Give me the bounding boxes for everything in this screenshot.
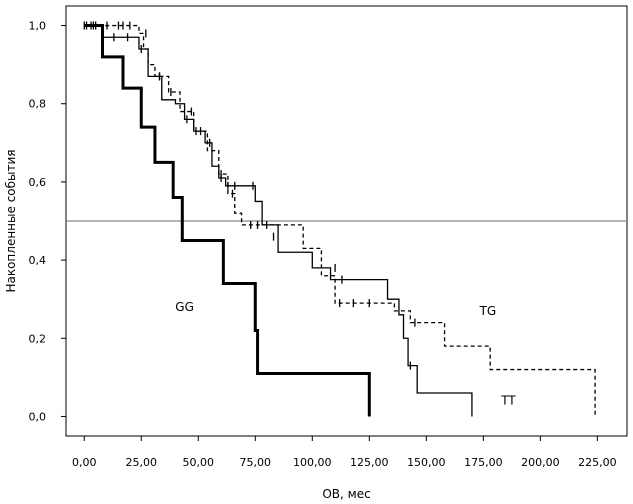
- y-tick-label: 0,0: [29, 410, 47, 423]
- x-tick-label: 175,00: [464, 456, 503, 469]
- y-axis-title: Накопленные события: [4, 149, 18, 292]
- x-tick-label: 225,00: [578, 456, 617, 469]
- x-tick-label: 75,00: [240, 456, 272, 469]
- series-layer: [84, 24, 596, 417]
- x-axis: 0,00 25,00 50,00 75,00 100,00 125,00 150,00 175…: [72, 436, 617, 469]
- y-tick-label: 0,2: [29, 332, 47, 345]
- y-axis: 0,0 0,2 0,4 0,6 0,8 1,0: [29, 20, 66, 423]
- x-tick-label: 25,00: [126, 456, 158, 469]
- x-tick-label: 150,00: [407, 456, 446, 469]
- y-tick-label: 0,6: [29, 176, 47, 189]
- x-tick-label: 100,00: [293, 456, 332, 469]
- series-line-tg: [84, 24, 596, 417]
- x-tick-label: 50,00: [183, 456, 215, 469]
- x-tick-label: 200,00: [521, 456, 560, 469]
- series-line-tt: [84, 24, 473, 417]
- y-tick-label: 0,4: [29, 254, 47, 267]
- series-annotations: GG TG TT: [175, 300, 516, 408]
- series-label-tt: TT: [500, 394, 516, 408]
- y-tick-label: 1,0: [29, 20, 47, 33]
- x-axis-title: ОВ, мес: [322, 487, 370, 501]
- censor-marks-layer: [83, 21, 416, 370]
- x-tick-label: 125,00: [350, 456, 389, 469]
- series-label-gg: GG: [175, 300, 194, 314]
- series-line-gg: [84, 24, 371, 417]
- y-tick-label: 0,8: [29, 98, 47, 111]
- x-tick-label: 0,00: [72, 456, 97, 469]
- series-label-tg: TG: [479, 304, 497, 318]
